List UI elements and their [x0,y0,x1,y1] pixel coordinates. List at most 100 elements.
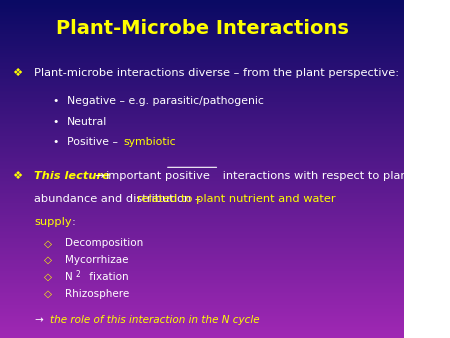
Bar [0,90,404,91]
Bar [0,30,404,32]
Bar [0,313,404,314]
Bar [0,66,404,67]
Bar [0,140,404,141]
Bar [0,28,404,29]
Bar [0,316,404,317]
Bar [0,261,404,263]
Bar [0,309,404,310]
Bar [0,51,404,53]
Bar [0,116,404,118]
Bar [0,3,404,4]
Bar [0,172,404,173]
Bar [0,182,404,184]
Bar [0,65,404,66]
Bar [0,314,404,316]
Bar [0,57,404,58]
Bar [0,206,404,207]
Bar [0,74,404,75]
Bar [0,305,404,306]
Text: •: • [53,96,59,106]
Bar [0,298,404,300]
Bar [0,19,404,20]
Text: interactions with respect to plant: interactions with respect to plant [219,171,413,181]
Bar [0,284,404,285]
Text: Plant-microbe interactions diverse – from the plant perspective:: Plant-microbe interactions diverse – fro… [34,68,400,78]
Bar [0,330,404,331]
Bar [0,115,404,116]
Bar [0,203,404,204]
Bar [0,96,404,98]
Text: 2: 2 [76,270,81,280]
Text: Decomposition: Decomposition [65,238,143,248]
Bar [0,125,404,127]
Text: ◇: ◇ [45,255,53,265]
Bar [0,217,404,218]
Bar [0,34,404,35]
Bar [0,82,404,83]
Bar [0,174,404,176]
Bar [0,17,404,19]
Bar [0,242,404,243]
Bar [0,218,404,219]
Bar [0,260,404,261]
Bar [0,236,404,238]
Bar [0,231,404,233]
Bar [0,112,404,114]
Bar [0,40,404,41]
Bar [0,5,404,7]
Bar [0,202,404,203]
Bar [0,0,404,1]
Bar [0,334,404,335]
Bar [0,223,404,224]
Bar [0,152,404,153]
Text: fixation: fixation [86,272,128,282]
Bar [0,29,404,30]
Bar [0,252,404,254]
Bar [0,45,404,46]
Bar [0,147,404,148]
Bar [0,181,404,182]
Bar [0,114,404,115]
Bar [0,322,404,323]
Bar [0,308,404,309]
Bar [0,169,404,170]
Bar [0,77,404,78]
Bar [0,259,404,260]
Text: Plant-Microbe Interactions: Plant-Microbe Interactions [55,19,348,38]
Bar [0,293,404,294]
Bar [0,127,404,128]
Bar [0,38,404,40]
Bar [0,289,404,290]
Bar [0,265,404,267]
Bar [0,222,404,223]
Bar [0,156,404,157]
Text: •: • [53,117,59,127]
Bar [0,13,404,15]
Bar [0,162,404,164]
Bar [0,108,404,110]
Bar [0,61,404,62]
Bar [0,62,404,64]
Bar [0,121,404,123]
Bar [0,46,404,48]
Bar [0,118,404,119]
Bar [0,16,404,17]
Bar [0,318,404,319]
Bar [0,326,404,328]
Bar [0,94,404,95]
Bar [0,165,404,166]
Bar [0,297,404,298]
Bar [0,287,404,288]
Bar [0,296,404,297]
Bar [0,53,404,54]
Text: ❖: ❖ [12,171,22,181]
Text: abundance and distribution –: abundance and distribution – [34,194,208,204]
Bar [0,149,404,150]
Bar [0,170,404,172]
Bar [0,84,404,86]
Bar [0,333,404,334]
Bar [0,247,404,248]
Bar [0,87,404,89]
Bar [0,214,404,215]
Bar [0,67,404,69]
